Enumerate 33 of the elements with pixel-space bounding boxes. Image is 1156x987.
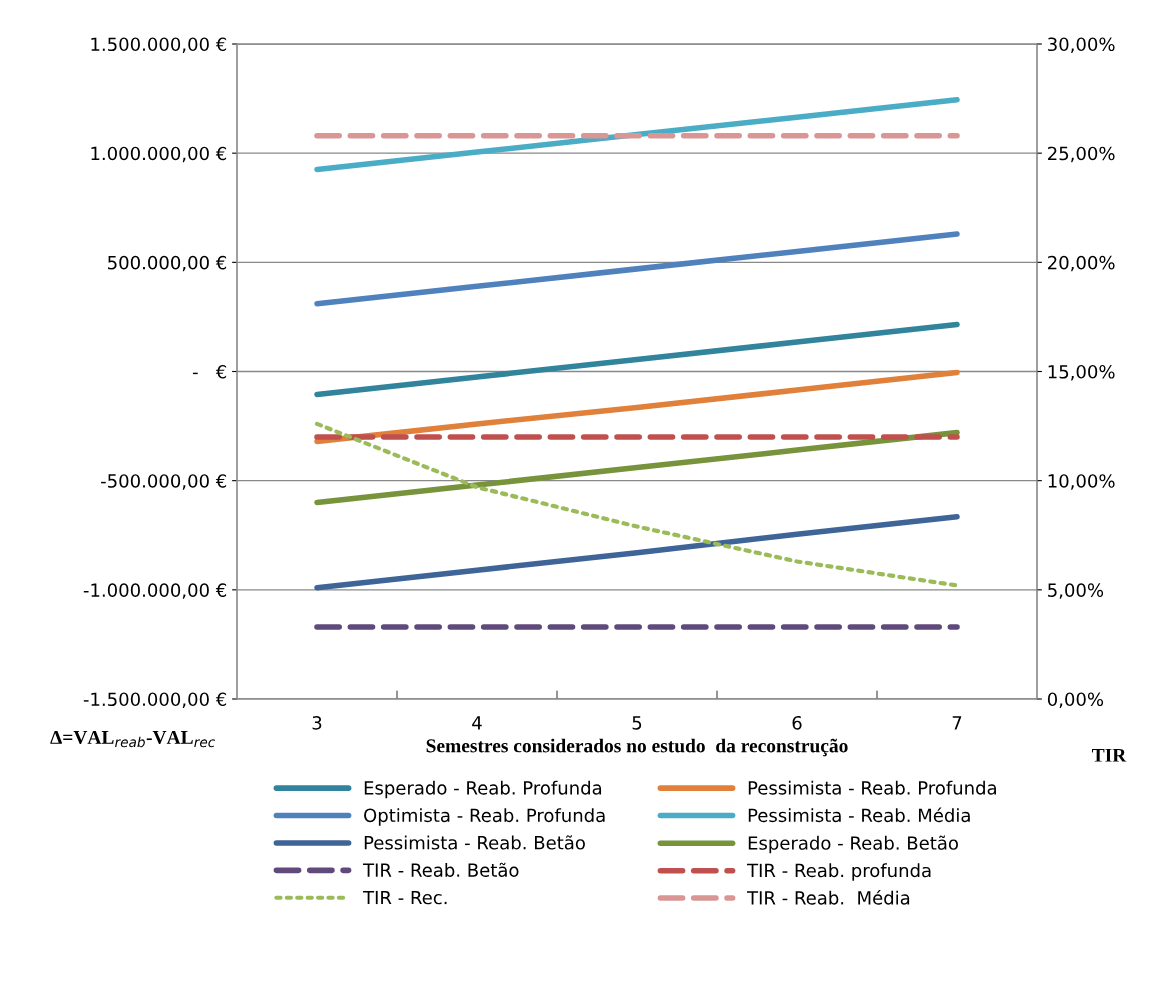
y2-axis-title: TIR — [1092, 748, 1127, 762]
y-tick-label: 500.000,00 € — [108, 255, 227, 272]
legend-label: Pessimista - Reab. Betão — [364, 835, 585, 850]
legend-label: Optimista - Reab. Profunda — [364, 808, 605, 826]
legend-label: Esperado - Reab. Profunda — [364, 780, 602, 799]
y2-tick-label: 25,00% — [1048, 146, 1115, 163]
y2-tick-label: 30,00% — [1048, 37, 1115, 53]
x-tick-label: 4 — [472, 716, 482, 730]
y-tick-label: -1.500.000,00 € — [83, 692, 227, 708]
x-tick-label: 3 — [312, 715, 322, 730]
legend-label: Pessimista - Reab. Profunda — [748, 780, 996, 795]
legend-label: Pessimista - Reab. Média — [748, 807, 970, 823]
y2-tick-label: 15,00% — [1048, 364, 1115, 381]
legend-label: TIR - Reab. profunda — [747, 863, 931, 881]
x-tick-label: 7 — [952, 716, 962, 730]
y2-tick-label: 10,00% — [1048, 474, 1115, 490]
y-tick-label: -1.000.000,00 € — [83, 583, 227, 599]
y-tick-label: -500.000,00 € — [101, 474, 227, 490]
y2-tick-label: 0,00% — [1047, 692, 1104, 708]
legend-label: Esperado - Reab. Betão — [748, 835, 958, 854]
y-axis-title: Δ=VAL$_{reab}$-VAL$_{rec}$ — [50, 730, 216, 748]
y2-tick-label: 5,00% — [1048, 583, 1104, 599]
x-tick-label: 5 — [632, 716, 642, 730]
y-tick-label: - € — [192, 364, 227, 379]
legend-label: TIR - Rec. — [363, 890, 447, 905]
y2-tick-label: 20,00% — [1048, 255, 1115, 272]
legend-label: TIR - Reab. Betão — [363, 862, 519, 877]
y-tick-label: 1.500.000,00 € — [91, 37, 227, 53]
x-axis-title: Semestres considerados no estudo da reconstrução — [426, 738, 848, 757]
legend-label: TIR - Reab. Média — [747, 889, 910, 905]
x-tick-label: 6 — [792, 715, 802, 730]
line-series — [314, 421, 960, 588]
y-tick-label: 1.000.000,00 € — [91, 146, 227, 163]
